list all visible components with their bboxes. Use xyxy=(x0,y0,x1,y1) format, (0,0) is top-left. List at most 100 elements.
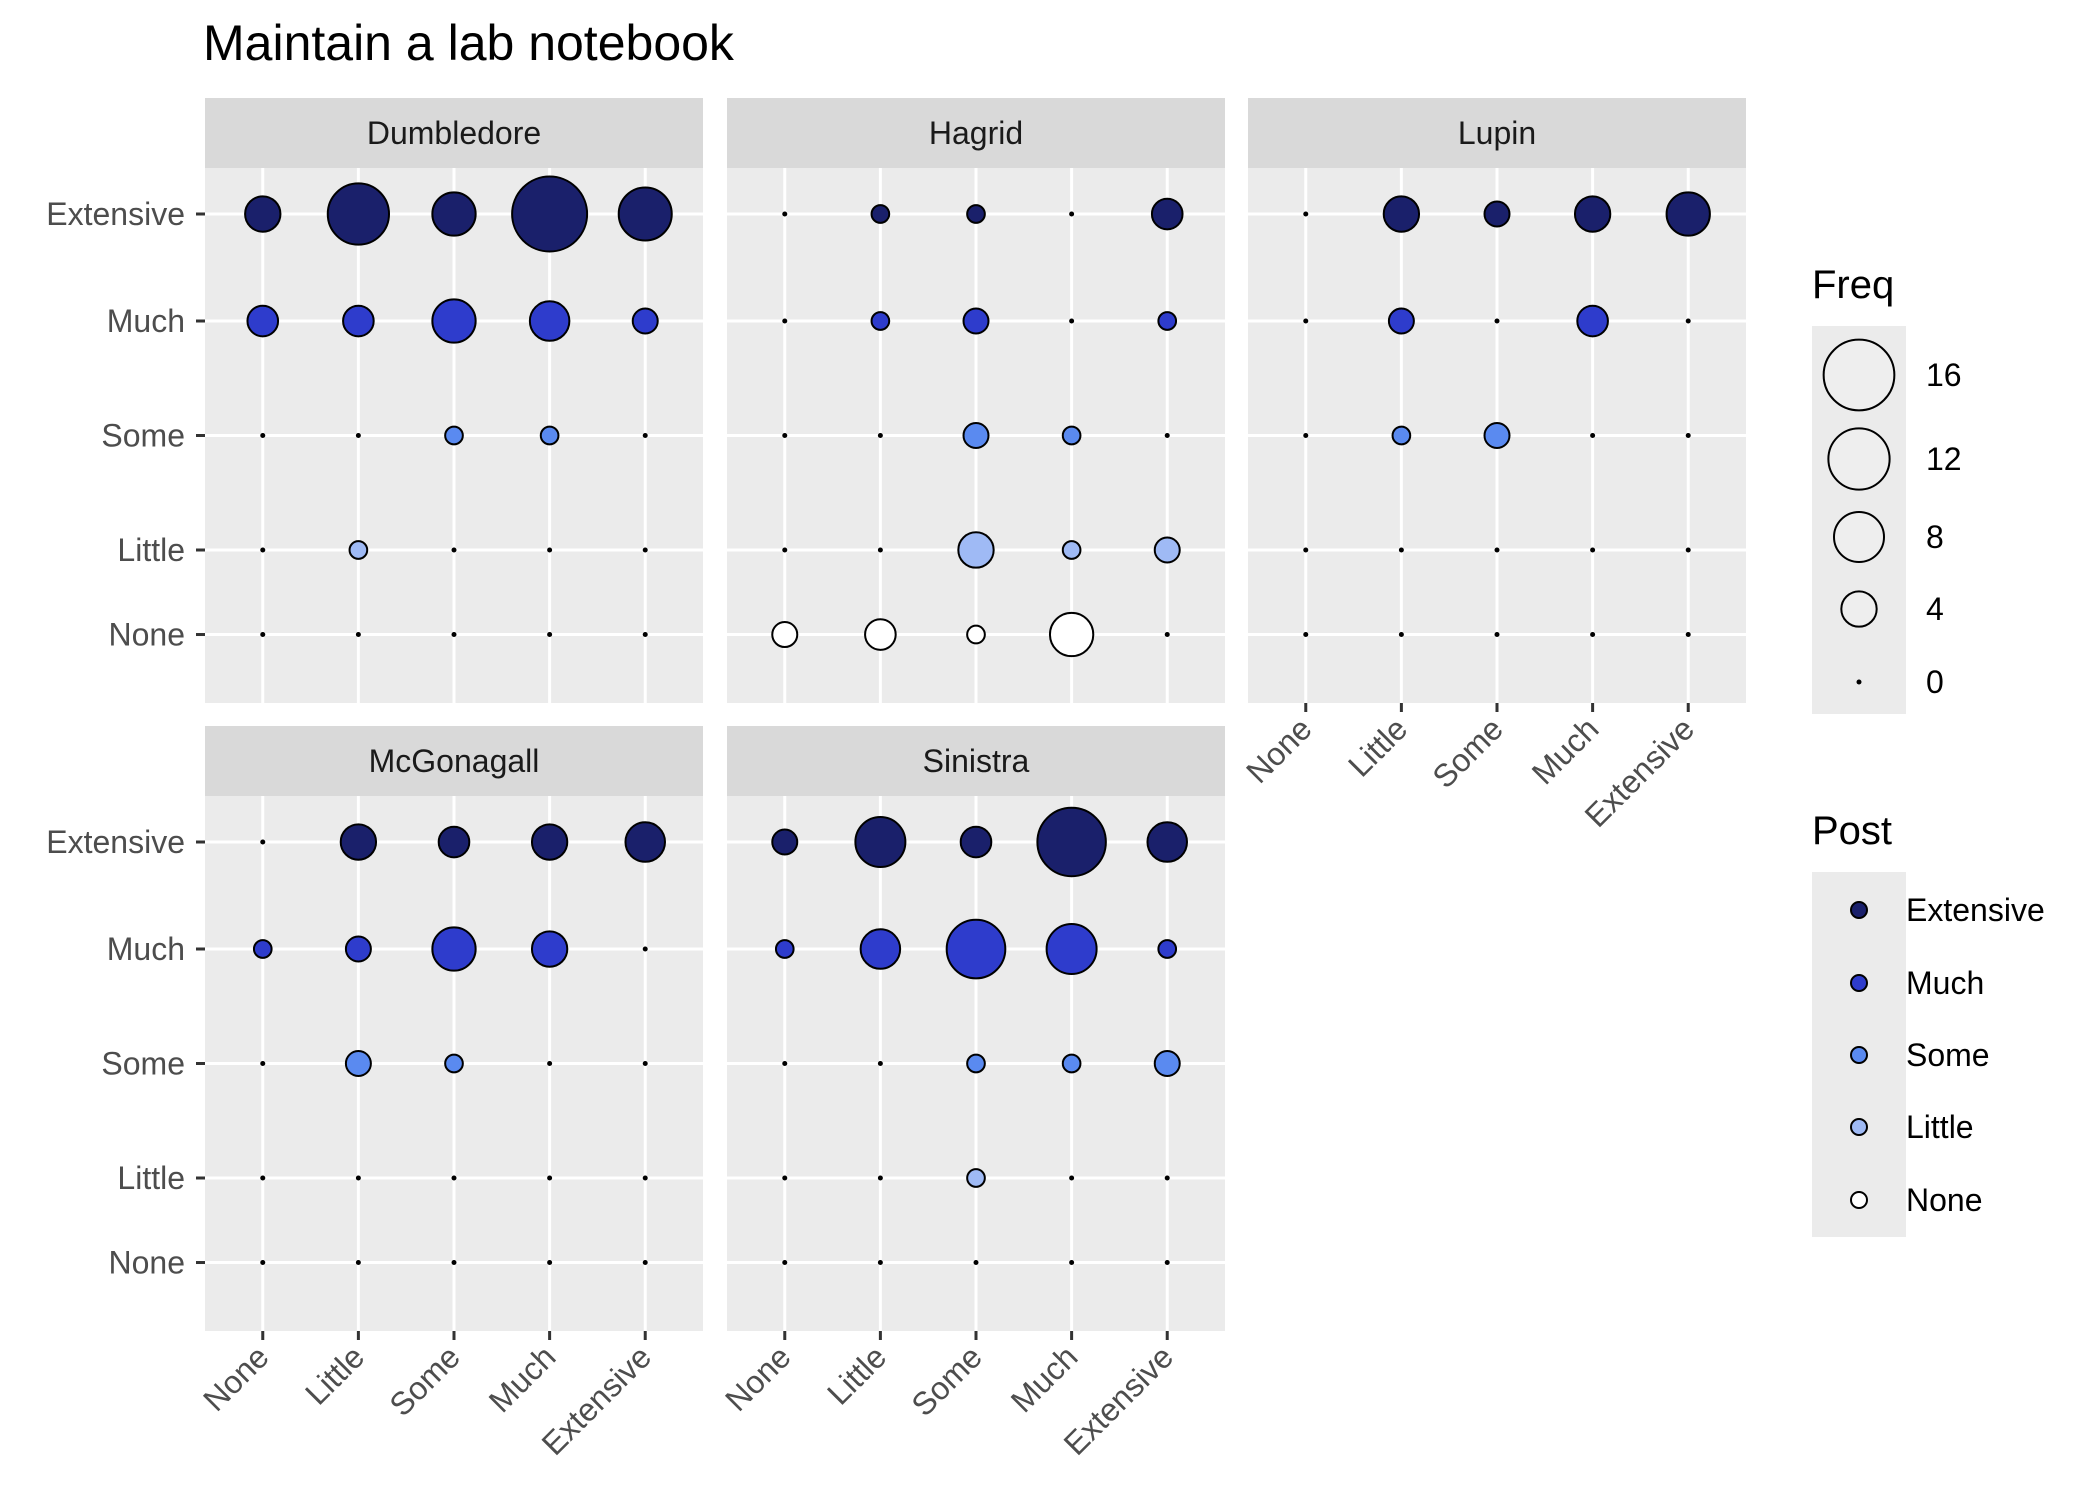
point xyxy=(642,632,648,638)
point xyxy=(244,195,282,233)
point xyxy=(1685,632,1691,638)
facet-strip xyxy=(205,726,703,796)
point xyxy=(966,1168,986,1188)
x-tick-label: Much xyxy=(1525,710,1606,791)
point xyxy=(1494,547,1500,553)
point xyxy=(511,175,589,253)
facet-strip-label: Sinistra xyxy=(923,743,1030,779)
point xyxy=(547,1061,553,1066)
point xyxy=(1150,197,1184,231)
point xyxy=(1061,425,1082,446)
legend-key-color xyxy=(1850,1118,1868,1136)
y-tick-label: Little xyxy=(117,1160,185,1196)
y-tick-label: Much xyxy=(107,931,185,967)
x-tick-label: Some xyxy=(382,1338,467,1423)
x-tick-label: Little xyxy=(298,1338,371,1411)
point xyxy=(1665,191,1711,237)
point xyxy=(431,298,477,344)
x-tick-label: None xyxy=(718,1338,798,1418)
y-tick-label: Extensive xyxy=(46,824,185,860)
point xyxy=(782,1061,788,1066)
point xyxy=(326,182,391,246)
point xyxy=(870,311,891,331)
point xyxy=(877,1260,883,1266)
point xyxy=(877,547,883,553)
legend-label-freq: 8 xyxy=(1926,519,1944,555)
point xyxy=(260,1260,266,1266)
point xyxy=(431,926,477,972)
x-tick-label: Some xyxy=(904,1338,989,1423)
point xyxy=(260,1061,266,1066)
point xyxy=(870,204,891,224)
facet-hagrid: Hagrid xyxy=(727,98,1225,703)
point xyxy=(877,1175,883,1181)
legend-label-freq: 0 xyxy=(1926,664,1944,700)
point xyxy=(782,547,788,553)
point xyxy=(437,825,471,859)
legend-label-post: Some xyxy=(1906,1037,1990,1073)
facet-strip xyxy=(727,98,1225,168)
point xyxy=(854,816,907,869)
point xyxy=(642,1260,648,1266)
point xyxy=(1157,939,1178,959)
y-tick-label: Much xyxy=(107,303,185,339)
facet-strip xyxy=(205,98,703,168)
legend-label-post: Extensive xyxy=(1906,892,2045,928)
point xyxy=(642,547,648,553)
point xyxy=(260,547,266,553)
point xyxy=(617,186,673,242)
point xyxy=(1153,536,1181,564)
legend-key-color xyxy=(1850,1191,1868,1209)
point xyxy=(966,204,986,224)
point xyxy=(1494,632,1500,638)
point xyxy=(1069,211,1075,217)
legend-label-post: None xyxy=(1906,1182,1983,1218)
point xyxy=(1391,425,1412,446)
point xyxy=(252,939,273,959)
point xyxy=(344,1050,372,1077)
point xyxy=(339,823,378,861)
legend-key-color xyxy=(1850,901,1868,919)
point xyxy=(547,1175,553,1181)
legend-label-post: Little xyxy=(1906,1109,1974,1145)
legend-key-color xyxy=(1850,974,1868,992)
point xyxy=(1387,307,1415,335)
point xyxy=(1157,311,1178,331)
x-tick-label: None xyxy=(1239,710,1319,790)
point xyxy=(547,547,553,553)
facet-dumbledore: Dumbledore None Little Some Much Extensive xyxy=(46,98,703,703)
point xyxy=(260,1175,266,1181)
facet-mcgonagall: McGonagallNoneLittleSomeMuchExtensiveNon… xyxy=(46,726,703,1462)
point xyxy=(624,821,666,863)
point xyxy=(1164,1260,1170,1266)
legend-label-freq: 12 xyxy=(1926,441,1962,477)
point xyxy=(877,433,883,438)
point xyxy=(1398,632,1404,638)
y-tick-label: Little xyxy=(117,532,185,568)
point xyxy=(782,318,788,324)
point xyxy=(962,422,990,449)
point xyxy=(966,624,986,645)
point xyxy=(1382,195,1421,233)
point xyxy=(451,1175,457,1181)
point xyxy=(957,531,995,569)
y-tick-label: Some xyxy=(101,1046,185,1082)
point xyxy=(642,946,648,952)
point xyxy=(1153,1050,1181,1077)
point xyxy=(1590,632,1596,638)
point xyxy=(782,1260,788,1266)
point xyxy=(1048,611,1095,658)
point xyxy=(1061,1053,1082,1074)
point xyxy=(547,632,553,638)
point xyxy=(1685,433,1691,438)
point xyxy=(771,621,799,649)
point xyxy=(1685,547,1691,553)
point xyxy=(260,433,266,438)
y-tick-label: None xyxy=(109,1245,186,1281)
point xyxy=(1685,318,1691,324)
point xyxy=(1303,547,1309,553)
point xyxy=(355,632,361,638)
point xyxy=(642,1175,648,1181)
legend-title-post: Post xyxy=(1812,809,1892,853)
